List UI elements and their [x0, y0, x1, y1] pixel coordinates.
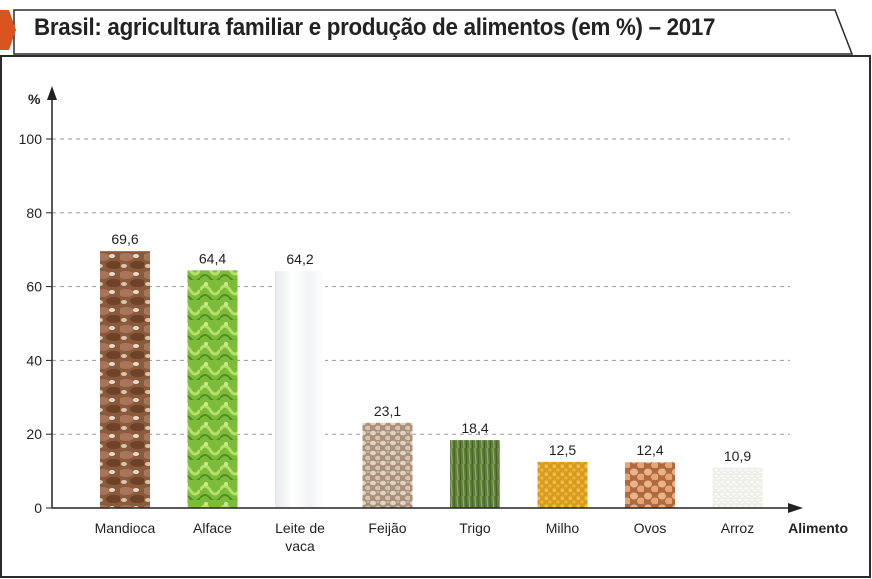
bar-leite-de-vaca	[275, 271, 325, 508]
bar-arroz	[712, 467, 763, 508]
data-label: 10,9	[724, 448, 751, 464]
data-label: 69,6	[111, 231, 138, 247]
x-tick-label: Ovos	[634, 520, 667, 536]
title-accent-marker	[0, 10, 16, 50]
x-tick-label: Feijão	[368, 520, 406, 536]
y-axis-label: %	[28, 91, 41, 107]
y-tick-label: 100	[19, 131, 43, 147]
x-axis-arrow	[788, 503, 803, 513]
x-tick-label: Arroz	[721, 520, 754, 536]
y-tick-label: 80	[26, 205, 42, 221]
title-tab-shape	[13, 9, 854, 55]
data-label: 18,4	[461, 420, 488, 436]
bar-feij-o	[362, 422, 413, 508]
data-label: 64,2	[286, 251, 313, 267]
x-tick-label: Trigo	[459, 520, 491, 536]
y-tick-label: 0	[34, 500, 42, 516]
bar-trigo	[450, 440, 500, 508]
y-axis-arrow	[47, 86, 57, 100]
x-tick-label: Leite de	[275, 520, 325, 536]
data-label: 23,1	[374, 403, 401, 419]
y-tick-label: 20	[26, 426, 42, 442]
x-tick-label: Alface	[193, 520, 232, 536]
data-label: 12,5	[549, 442, 576, 458]
data-label: 12,4	[636, 442, 663, 458]
bar-ovos	[625, 462, 675, 508]
bar-milho	[537, 461, 588, 508]
plot-area: 0 20 40 60 80 100 69,6 Mandioca 64,4 Alface 64,2 Le…	[19, 86, 848, 554]
chart-title: Brasil: agricultura familiar e produção …	[34, 14, 716, 41]
bar-mandioca	[100, 251, 150, 508]
y-tick-label: 60	[26, 279, 42, 295]
y-tick-label: 40	[26, 352, 42, 368]
x-axis-label: Alimento	[788, 520, 848, 536]
data-label: 64,4	[199, 250, 226, 266]
bar-alface	[187, 270, 238, 508]
x-tick-label: vaca	[285, 538, 315, 554]
x-tick-label: Milho	[546, 520, 580, 536]
x-tick-label: Mandioca	[95, 520, 156, 536]
title-tab: Brasil: agricultura familiar e produção …	[14, 10, 784, 46]
